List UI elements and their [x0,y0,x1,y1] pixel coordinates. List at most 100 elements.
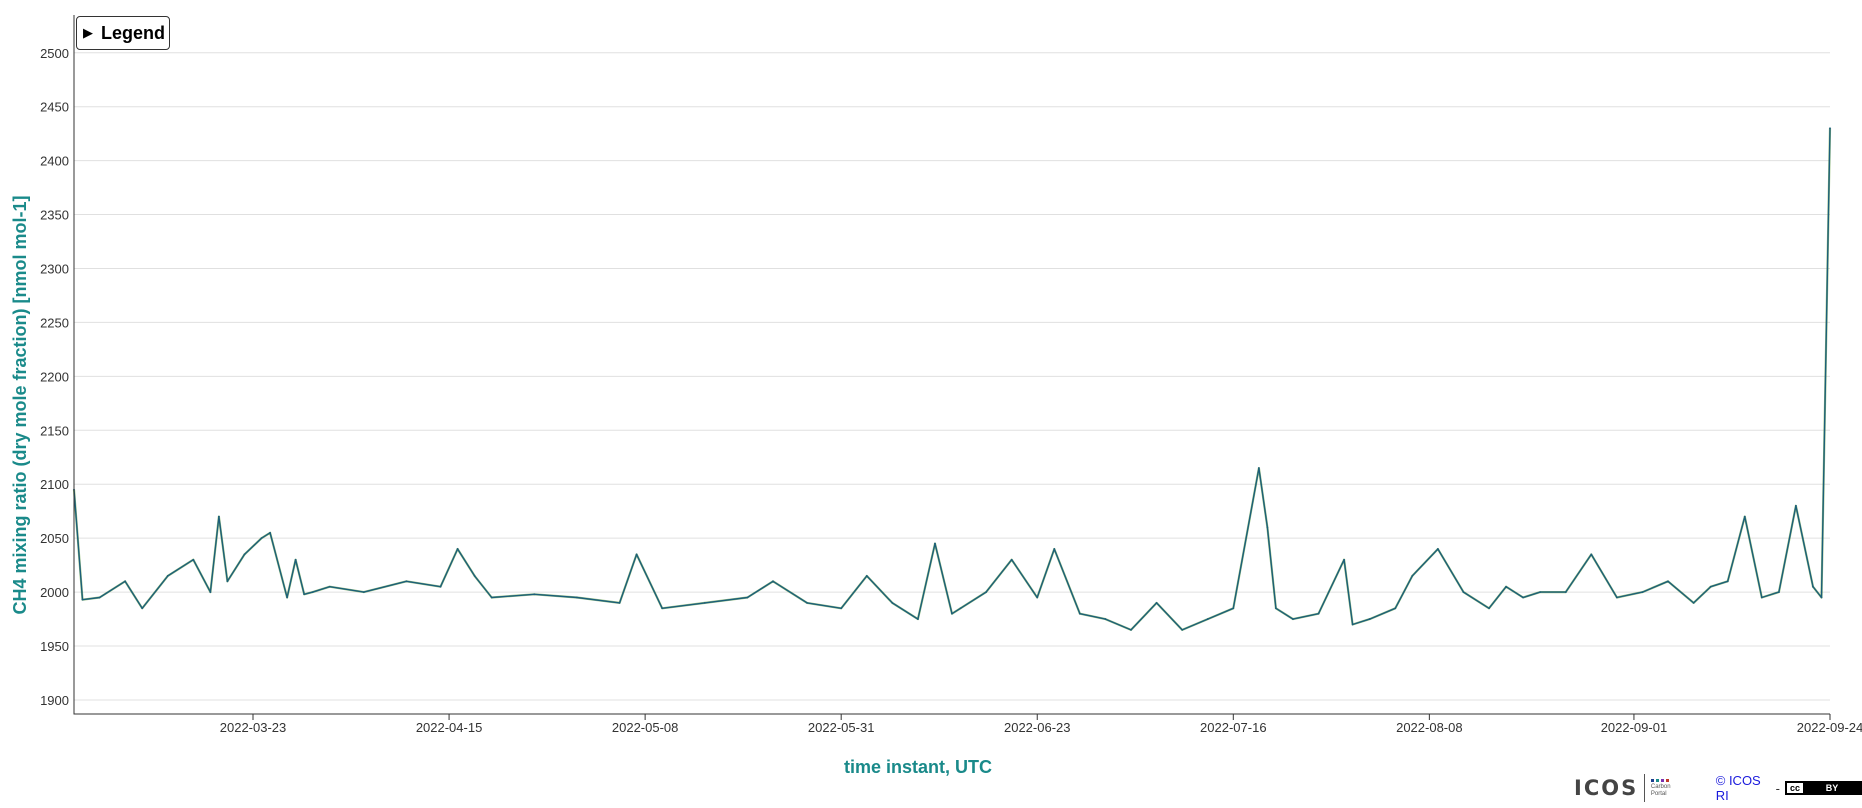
data-point [1257,467,1260,469]
data-point [1206,618,1209,620]
data-point [328,585,331,588]
data-point [934,542,936,545]
data-point [1795,504,1797,507]
icos-ri-credit-link[interactable]: © ICOS RI [1715,773,1761,803]
data-point [1709,585,1712,588]
y-tick-label: 2450 [40,100,69,115]
carbon-portal-mark: Carbon Portal [1650,778,1676,798]
data-point [1368,618,1371,620]
y-tick-label: 1900 [40,693,69,708]
data-point [1590,553,1593,556]
data-point [490,596,493,599]
x-tick-label: 2022-09-24 [1797,720,1862,735]
data-point [618,601,621,604]
data-point [1104,618,1107,620]
data-point [473,575,476,577]
data-point [1539,591,1542,594]
data-point [840,607,843,610]
data-point [166,575,169,577]
data-point [286,596,289,599]
y-tick-label: 2200 [40,369,69,384]
x-tick-label: 2022-05-08 [612,720,679,735]
data-point [576,596,578,599]
x-tick-label: 2022-03-23 [220,720,287,735]
data-point [1726,580,1729,583]
data-point [1436,548,1439,550]
data-point [226,580,229,583]
data-point [703,601,706,604]
data-point [1505,585,1507,588]
data-point [405,580,408,583]
data-point [1812,585,1814,588]
expand-triangle-icon: ▶ [83,25,93,40]
data-point [1641,591,1644,594]
data-point [1317,612,1320,615]
data-point [81,598,84,601]
data-point [1130,628,1132,631]
data-point [746,596,749,599]
axes: 1900 1950 2000 2050 2100 2150 2200 2250 2300 2350… [40,15,1862,735]
data-point [891,601,894,604]
data-point [1615,596,1618,599]
data-point [1462,591,1465,594]
data-point [865,575,868,577]
data-point [362,591,365,594]
data-point [1760,596,1763,599]
x-tick-label: 2022-07-16 [1200,720,1267,735]
y-tick-label: 2500 [40,46,69,61]
grid-lines [74,52,1830,701]
x-tick-label: 2022-05-31 [808,720,875,735]
data-point [1743,515,1746,518]
data-point [772,580,774,583]
data-point [1275,607,1277,610]
data-point [1777,591,1780,594]
data-point [959,607,962,610]
legend-toggle-button[interactable]: ▶ Legend [76,16,170,50]
y-tick-label: 2000 [40,585,69,600]
by-icon: BY [1803,783,1860,793]
legend-label: Legend [101,22,166,43]
data-point [1564,591,1567,594]
data-point [1078,612,1081,615]
data-point [1266,526,1269,529]
data-point [1411,575,1414,577]
series-lines [72,127,1832,632]
data-point [985,591,987,594]
data-point [98,596,101,599]
series-line-shadow [72,128,1832,632]
data-point [1692,601,1695,604]
data-point [533,593,536,596]
y-axis-label: CH4 mixing ratio (dry mole fraction) [nm… [10,195,30,614]
data-point [951,612,953,615]
x-tick-label: 2022-04-15 [416,720,483,735]
data-point [635,553,638,556]
y-tick-label: 2150 [40,423,69,438]
x-tick-label: 2022-06-23 [1004,720,1071,735]
data-point [218,515,220,518]
series-line [73,128,1831,631]
cc-by-license-badge[interactable]: cc BY [1784,781,1862,795]
data-point [141,607,144,610]
x-tick-label: 2022-09-01 [1601,720,1668,735]
logo-dots-icon [1650,778,1676,782]
data-point [1232,607,1235,610]
y-tick-label: 2350 [40,208,69,223]
data-point [269,531,271,534]
data-point [1522,596,1525,599]
icos-logo-text: ICOS [1574,776,1639,800]
data-point [209,591,212,594]
y-tick-label: 2400 [40,154,69,169]
data-point [1036,596,1039,599]
data-point [260,537,263,540]
data-point [311,591,314,594]
logo-divider [1644,774,1645,802]
data-point [1820,596,1823,599]
data-point [192,558,195,561]
data-point [1394,607,1397,610]
icos-carbon-portal-logo[interactable]: ICOS Carbon Portal [1574,774,1676,802]
data-point [1010,558,1013,561]
data-point [1292,618,1294,620]
data-point [806,601,808,604]
axis-lines [73,15,1830,715]
